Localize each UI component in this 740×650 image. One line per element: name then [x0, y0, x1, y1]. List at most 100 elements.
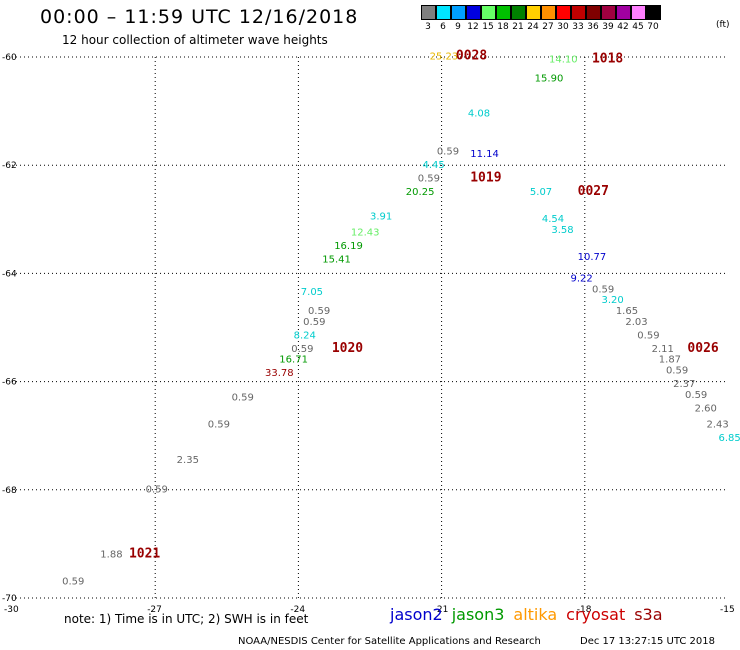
x-tick-label: -24	[290, 605, 305, 615]
swh-value-label: 0.59	[308, 306, 330, 317]
scale-label-9: 9	[455, 22, 461, 32]
x-tick-label: -21	[434, 605, 449, 615]
swh-value-label: 20.25	[406, 187, 435, 198]
swh-value-label: 5.07	[530, 187, 552, 198]
swh-value-label: 10.77	[578, 252, 607, 263]
swh-value-label: 33.78	[265, 368, 294, 379]
scale-label-6: 6	[440, 22, 446, 32]
legend-jason2: jason2	[390, 605, 443, 624]
chart-title: 00:00 – 11:59 UTC 12/16/2018	[40, 6, 359, 28]
scale-swatch-3	[421, 5, 436, 20]
swh-value-label: 2.11	[652, 344, 674, 355]
swh-value-label: 3.20	[602, 295, 624, 306]
scale-swatch-27	[541, 5, 556, 20]
scale-label-27: 27	[542, 22, 554, 32]
scale-swatch-42	[616, 5, 631, 20]
y-tick-label: -68	[2, 486, 17, 496]
y-tick-label: -66	[2, 378, 17, 388]
swh-value-label: 12.43	[351, 228, 380, 239]
footer-credit: NOAA/NESDIS Center for Satellite Applica…	[238, 636, 541, 647]
y-tick-label: -62	[2, 161, 17, 171]
swh-value-label: 1.65	[616, 306, 638, 317]
scale-swatch-12	[466, 5, 481, 20]
legend-cryosat: cryosat	[566, 605, 626, 624]
swh-value-label: 0.59	[62, 576, 84, 587]
swh-value-label: 0.59	[232, 393, 254, 404]
swh-value-label: 4.45	[423, 160, 445, 171]
scale-label-36: 36	[587, 22, 599, 32]
y-tick-label: -64	[2, 269, 17, 279]
units-note: note: 1) Time is in UTC; 2) SWH is in fe…	[64, 612, 309, 626]
swh-value-label: 1.87	[659, 355, 681, 366]
swh-value-label: 0.59	[418, 173, 440, 184]
scale-swatch-39	[601, 5, 616, 20]
scale-label-39: 39	[602, 22, 614, 32]
satellite-legend: jason2 jason3 altika cryosat s3a	[390, 605, 672, 624]
pass-time-label: 1020	[332, 341, 363, 356]
legend-s3a: s3a	[634, 605, 663, 624]
x-tick-label: -15	[720, 605, 735, 615]
swh-value-label: 2.37	[673, 379, 695, 390]
scale-swatch-36	[586, 5, 601, 20]
swh-value-label: 0.59	[666, 365, 688, 376]
y-tick-label: -60	[2, 53, 17, 63]
swh-value-label: 4.54	[542, 214, 564, 225]
scale-unit-label: (ft)	[716, 20, 730, 30]
x-tick-label: -27	[147, 605, 162, 615]
scale-swatch-70	[646, 5, 661, 20]
scale-swatch-45	[631, 5, 646, 20]
scale-label-30: 30	[557, 22, 569, 32]
swh-value-label: 15.41	[322, 255, 351, 266]
x-tick-label: -30	[4, 605, 19, 615]
scale-label-15: 15	[482, 22, 494, 32]
scale-swatch-30	[556, 5, 571, 20]
swh-value-label: 15.90	[535, 73, 564, 84]
swh-value-label: 3.58	[551, 225, 573, 236]
chart-subtitle: 12 hour collection of altimeter wave hei…	[62, 33, 328, 47]
swh-value-label: 4.08	[468, 109, 490, 120]
scale-swatch-18	[496, 5, 511, 20]
scale-swatch-6	[436, 5, 451, 20]
swh-value-label: 0.59	[437, 146, 459, 157]
swh-value-label: 0.59	[208, 420, 230, 431]
swh-value-label: 7.05	[301, 287, 323, 298]
swh-value-label: 0.59	[291, 344, 313, 355]
scale-label-45: 45	[632, 22, 644, 32]
swh-value-label: 3.91	[370, 211, 392, 222]
scale-swatch-24	[526, 5, 541, 20]
scale-label-3: 3	[425, 22, 431, 32]
swh-value-label: 0.59	[146, 485, 168, 496]
swh-value-label: 0.59	[637, 330, 659, 341]
footer-timestamp: Dec 17 13:27:15 UTC 2018	[580, 636, 715, 647]
swh-value-label: 25.23	[430, 52, 459, 63]
pass-time-label: 1021	[129, 546, 160, 561]
scale-label-18: 18	[497, 22, 509, 32]
pass-time-label: 0026	[687, 341, 718, 356]
swh-value-label: 0.59	[685, 390, 707, 401]
swh-value-label: 0.59	[303, 317, 325, 328]
swh-value-label: 2.35	[177, 455, 199, 466]
scale-swatch-33	[571, 5, 586, 20]
swh-value-label: 9.22	[570, 274, 592, 285]
scale-label-21: 21	[512, 22, 524, 32]
pass-time-label: 0027	[578, 184, 609, 199]
scale-label-24: 24	[527, 22, 539, 32]
scale-swatch-21	[511, 5, 526, 20]
pass-time-label: 0028	[456, 49, 487, 64]
swh-value-label: 8.24	[294, 330, 316, 341]
pass-time-label: 1018	[592, 51, 623, 66]
x-tick-label: -18	[577, 605, 592, 615]
swh-value-label: 16.19	[334, 241, 363, 252]
swh-value-label: 2.03	[625, 317, 647, 328]
y-tick-label: -70	[2, 594, 17, 604]
scale-label-42: 42	[617, 22, 629, 32]
pass-time-label: 1019	[470, 170, 501, 185]
legend-jason3: jason3	[451, 605, 505, 624]
legend-altika: altika	[513, 605, 558, 624]
swh-value-label: 0.59	[592, 284, 614, 295]
swh-value-label: 2.43	[707, 420, 729, 431]
scale-label-12: 12	[467, 22, 479, 32]
swh-value-label: 14.10	[549, 54, 578, 65]
scale-label-33: 33	[572, 22, 584, 32]
